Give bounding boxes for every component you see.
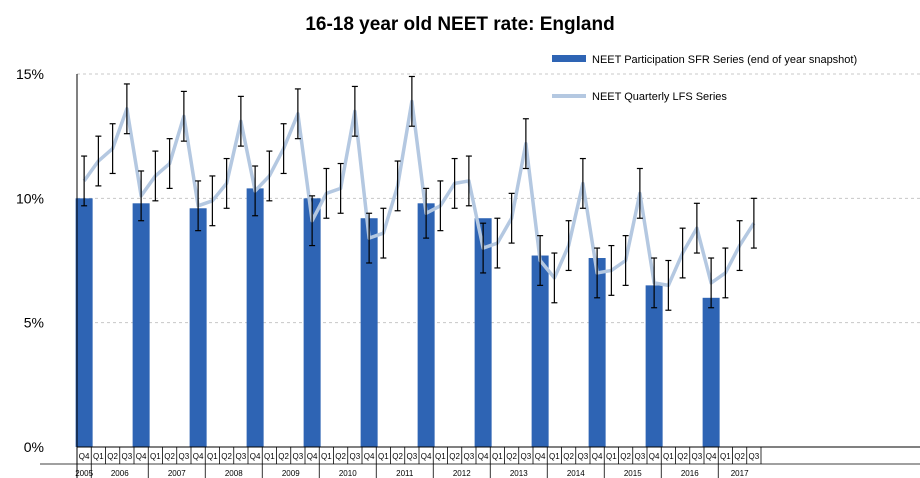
year-label: 2016	[681, 469, 699, 478]
legend-swatch-sfr	[552, 55, 586, 62]
quarter-label: Q2	[677, 452, 688, 461]
quarter-label: Q2	[221, 452, 232, 461]
quarter-label: Q2	[734, 452, 745, 461]
quarter-label: Q2	[107, 452, 118, 461]
gridlines	[77, 73, 920, 324]
year-label: 2013	[510, 469, 528, 478]
bar	[645, 285, 663, 447]
quarter-label: Q3	[407, 452, 418, 461]
quarter-label: Q3	[464, 452, 475, 461]
quarter-label: Q3	[122, 452, 133, 461]
year-label: 2005	[75, 469, 93, 478]
year-label: 2010	[339, 469, 357, 478]
quarter-label: Q4	[364, 452, 375, 461]
y-axis-ticks: 0% 5% 10% 15%	[16, 66, 44, 455]
bar	[189, 208, 207, 447]
y-tick-label: 15%	[16, 66, 44, 82]
quarter-label: Q3	[521, 452, 532, 461]
chart-title: 16-18 year old NEET rate: England	[305, 14, 614, 35]
year-label: 2014	[567, 469, 585, 478]
quarter-label: Q1	[663, 452, 674, 461]
quarter-label: Q1	[378, 452, 389, 461]
quarter-label: Q4	[79, 452, 90, 461]
error-bars	[81, 75, 757, 311]
quarter-label: Q2	[449, 452, 460, 461]
quarter-label: Q3	[179, 452, 190, 461]
bar	[360, 218, 378, 447]
quarter-label: Q3	[692, 452, 703, 461]
y-tick-label: 5%	[24, 315, 44, 331]
quarter-label: Q1	[207, 452, 218, 461]
year-label: 2015	[624, 469, 642, 478]
bar	[531, 255, 549, 447]
quarter-label: Q1	[93, 452, 104, 461]
legend: NEET Participation SFR Series (end of ye…	[552, 54, 857, 103]
quarter-label: Q4	[535, 452, 546, 461]
quarter-label: Q4	[193, 452, 204, 461]
year-label: 2008	[225, 469, 243, 478]
bar	[132, 203, 150, 447]
quarter-label: Q2	[278, 452, 289, 461]
quarter-label: Q3	[578, 452, 589, 461]
quarter-label: Q3	[236, 452, 247, 461]
legend-label-sfr: NEET Participation SFR Series (end of ye…	[592, 54, 857, 66]
quarter-label: Q4	[478, 452, 489, 461]
year-label: 2007	[168, 469, 186, 478]
quarter-label: Q1	[492, 452, 503, 461]
quarter-label: Q1	[150, 452, 161, 461]
year-label: 2011	[396, 469, 414, 478]
bar-series	[75, 188, 720, 448]
quarter-label: Q1	[435, 452, 446, 461]
bar	[417, 203, 435, 447]
x-axis: Q4 Q1 Q2 Q3 Q4 Q1 Q2 Q3 Q4 Q1 Q2 Q3 Q4 Q1 Q2 Q3 Q4 Q1 Q2 Q3…	[40, 74, 920, 478]
quarter-label: Q2	[164, 452, 175, 461]
bar	[702, 297, 720, 447]
quarter-label: Q4	[421, 452, 432, 461]
quarter-label: Q4	[250, 452, 261, 461]
quarter-label: Q4	[136, 452, 147, 461]
bar	[75, 198, 93, 447]
line-series	[82, 99, 756, 288]
quarter-label: Q4	[649, 452, 660, 461]
quarter-label: Q1	[549, 452, 560, 461]
quarter-label: Q3	[749, 452, 760, 461]
bar	[588, 258, 606, 447]
quarter-label: Q2	[335, 452, 346, 461]
bar	[474, 218, 492, 447]
y-tick-label: 10%	[16, 190, 44, 206]
bar	[303, 198, 321, 447]
quarter-label: Q3	[350, 452, 361, 461]
year-label: 2009	[282, 469, 300, 478]
quarter-label: Q2	[506, 452, 517, 461]
quarter-label: Q3	[293, 452, 304, 461]
quarter-label: Q2	[620, 452, 631, 461]
year-label: 2012	[453, 469, 471, 478]
bar	[246, 188, 264, 448]
quarter-label: Q1	[720, 452, 731, 461]
quarter-label: Q1	[264, 452, 275, 461]
quarter-label: Q4	[592, 452, 603, 461]
quarter-label: Q4	[307, 452, 318, 461]
y-tick-label: 0%	[24, 439, 44, 455]
quarter-label: Q2	[392, 452, 403, 461]
quarter-label: Q1	[606, 452, 617, 461]
year-label: 2017	[731, 469, 749, 478]
year-label: 2006	[111, 469, 129, 478]
quarter-label: Q3	[635, 452, 646, 461]
quarter-label: Q2	[563, 452, 574, 461]
legend-label-lfs: NEET Quarterly LFS Series	[592, 91, 727, 103]
quarter-label: Q4	[706, 452, 717, 461]
lfs-line	[82, 99, 756, 288]
quarter-label: Q1	[321, 452, 332, 461]
